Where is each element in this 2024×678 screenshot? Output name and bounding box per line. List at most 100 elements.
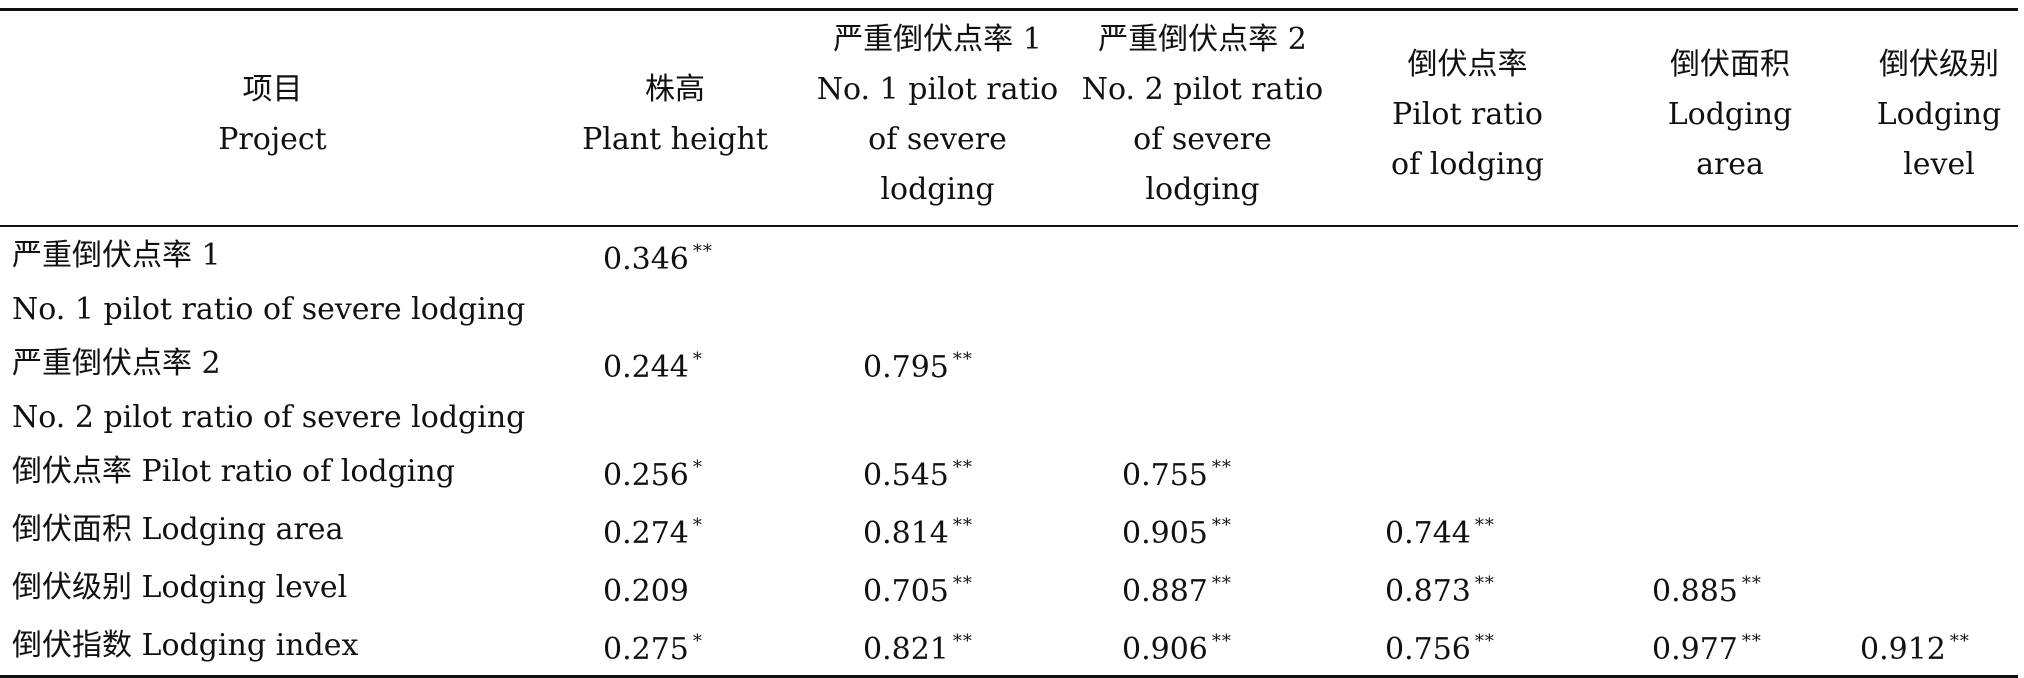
table-row: 严重倒伏点率 1 0.346 ** — [0, 226, 2018, 285]
row-label: 严重倒伏点率 2 — [12, 346, 221, 381]
row-label: 倒伏指数 Lodging index — [12, 628, 359, 663]
header-en: No. 1 pilot ratio — [816, 72, 1059, 107]
table-body: 严重倒伏点率 1 0.346 ** No. 1 pilot ratio of se… — [0, 226, 2018, 677]
header-en: level — [1903, 147, 1975, 182]
significance-mark: ** — [1474, 515, 1495, 536]
cell: 0.256 * — [545, 443, 805, 501]
cell-value: 0.275 — [603, 632, 689, 667]
significance-mark: ** — [1211, 573, 1232, 594]
cell: 0.545 ** — [805, 443, 1070, 501]
cell: 0.244 * — [545, 335, 805, 393]
cell-value: 0.873 — [1385, 574, 1471, 609]
significance-mark: ** — [1741, 631, 1762, 652]
header-en: Lodging — [1876, 97, 2002, 132]
correlation-table: 项目 Project 株高 Plant height 严重倒伏点率 1 No. … — [0, 8, 2018, 678]
table-row: 倒伏点率 Pilot ratio of lodging 0.256 * 0.545… — [0, 443, 2018, 501]
header-severe-lodging-2: 严重倒伏点率 2 No. 2 pilot ratio of severe lod… — [1070, 10, 1335, 227]
cell-value: 0.244 — [603, 350, 689, 385]
header-zh: 项目 — [242, 72, 303, 107]
header-row: 项目 Project 株高 Plant height 严重倒伏点率 1 No. … — [0, 9, 2018, 227]
table-row: 倒伏面积 Lodging area 0.274 * 0.814 ** 0.905 **… — [0, 501, 2018, 559]
cell-value: 0.209 — [603, 574, 689, 609]
cell-value: 0.256 — [603, 458, 689, 493]
significance-mark: ** — [1211, 457, 1232, 478]
header-plant-height: 株高 Plant height — [545, 10, 805, 227]
header-lodging-level: 倒伏级别 Lodging level — [1860, 10, 2018, 227]
table-row: No. 1 pilot ratio of severe lodging — [0, 285, 2018, 335]
table-row: 倒伏级别 Lodging level 0.209 0.705 ** 0.887 **… — [0, 559, 2018, 617]
header-severe-lodging-1: 严重倒伏点率 1 No. 1 pilot ratio of severe lod… — [805, 10, 1070, 227]
header-zh: 倒伏面积 — [1670, 47, 1790, 82]
cell: 0.744 ** — [1335, 501, 1600, 559]
cell: 0.756 ** — [1335, 617, 1600, 677]
cell: 0.905 ** — [1070, 501, 1335, 559]
cell: 0.885 ** — [1600, 559, 1860, 617]
header-en: area — [1696, 147, 1764, 182]
cell: 0.795 ** — [805, 335, 1070, 393]
cell: 0.887 ** — [1070, 559, 1335, 617]
header-en: lodging — [1145, 172, 1260, 207]
cell-value: 0.346 — [603, 242, 689, 277]
row-label: No. 2 pilot ratio of severe lodging — [12, 400, 526, 435]
significance-mark: ** — [1741, 573, 1762, 594]
cell: 0.209 — [545, 559, 805, 617]
significance-mark: * — [692, 631, 703, 652]
cell-value: 0.756 — [1385, 632, 1471, 667]
header-en: of severe — [1133, 122, 1272, 157]
row-label: 倒伏点率 Pilot ratio of lodging — [12, 454, 455, 489]
significance-mark: * — [692, 349, 703, 370]
header-pilot-ratio: 倒伏点率 Pilot ratio of lodging — [1335, 10, 1600, 227]
header-zh: 倒伏级别 — [1879, 47, 1999, 82]
significance-mark: ** — [1474, 573, 1495, 594]
header-lodging-area: 倒伏面积 Lodging area — [1600, 10, 1860, 227]
significance-mark: ** — [952, 349, 973, 370]
table-row: No. 2 pilot ratio of severe lodging — [0, 393, 2018, 443]
cell: 0.906 ** — [1070, 617, 1335, 677]
cell-value: 0.545 — [863, 458, 949, 493]
significance-mark: * — [692, 515, 703, 536]
significance-mark: ** — [952, 573, 973, 594]
significance-mark: ** — [952, 515, 973, 536]
significance-mark: ** — [1211, 631, 1232, 652]
page: 项目 Project 株高 Plant height 严重倒伏点率 1 No. … — [0, 9, 2018, 677]
header-en: Lodging — [1667, 97, 1793, 132]
significance-mark: ** — [952, 457, 973, 478]
header-zh: 倒伏点率 — [1407, 47, 1528, 82]
header-project: 项目 Project — [0, 10, 545, 227]
cell-value: 0.906 — [1122, 632, 1208, 667]
significance-mark: * — [692, 457, 703, 478]
cell-value: 0.705 — [863, 574, 949, 609]
cell-value: 0.814 — [863, 516, 949, 551]
row-label: No. 1 pilot ratio of severe lodging — [12, 292, 526, 327]
significance-mark: ** — [692, 241, 713, 262]
cell-value: 0.274 — [603, 516, 689, 551]
significance-mark: ** — [952, 631, 973, 652]
cell-value: 0.755 — [1122, 458, 1208, 493]
header-en: No. 2 pilot ratio — [1081, 72, 1324, 107]
cell-value: 0.744 — [1385, 516, 1471, 551]
significance-mark: ** — [1474, 631, 1495, 652]
cell: 0.755 ** — [1070, 443, 1335, 501]
header-en: Plant height — [582, 122, 768, 157]
cell: 0.912 ** — [1860, 617, 2018, 677]
header-zh: 株高 — [645, 72, 705, 107]
cell-value: 0.821 — [863, 632, 949, 667]
table-row: 倒伏指数 Lodging index 0.275 * 0.821 ** 0.906 *… — [0, 617, 2018, 677]
cell-value: 0.887 — [1122, 574, 1208, 609]
table-header: 项目 Project 株高 Plant height 严重倒伏点率 1 No. … — [0, 9, 2018, 227]
cell: 0.705 ** — [805, 559, 1070, 617]
row-label: 倒伏面积 Lodging area — [12, 512, 344, 547]
header-zh: 严重倒伏点率 1 — [833, 22, 1042, 57]
cell-value: 0.885 — [1652, 574, 1738, 609]
cell: 0.346 ** — [545, 226, 805, 285]
cell: 0.821 ** — [805, 617, 1070, 677]
cell-value: 0.912 — [1860, 632, 1946, 667]
header-en: Project — [218, 122, 327, 157]
table-row: 严重倒伏点率 2 0.244 * 0.795 ** — [0, 335, 2018, 393]
header-en: of lodging — [1391, 147, 1544, 182]
cell-value: 0.977 — [1652, 632, 1738, 667]
significance-mark: ** — [1211, 515, 1232, 536]
header-en: Pilot ratio — [1392, 97, 1543, 132]
row-label: 倒伏级别 Lodging level — [12, 570, 348, 605]
significance-mark: ** — [1949, 631, 1970, 652]
